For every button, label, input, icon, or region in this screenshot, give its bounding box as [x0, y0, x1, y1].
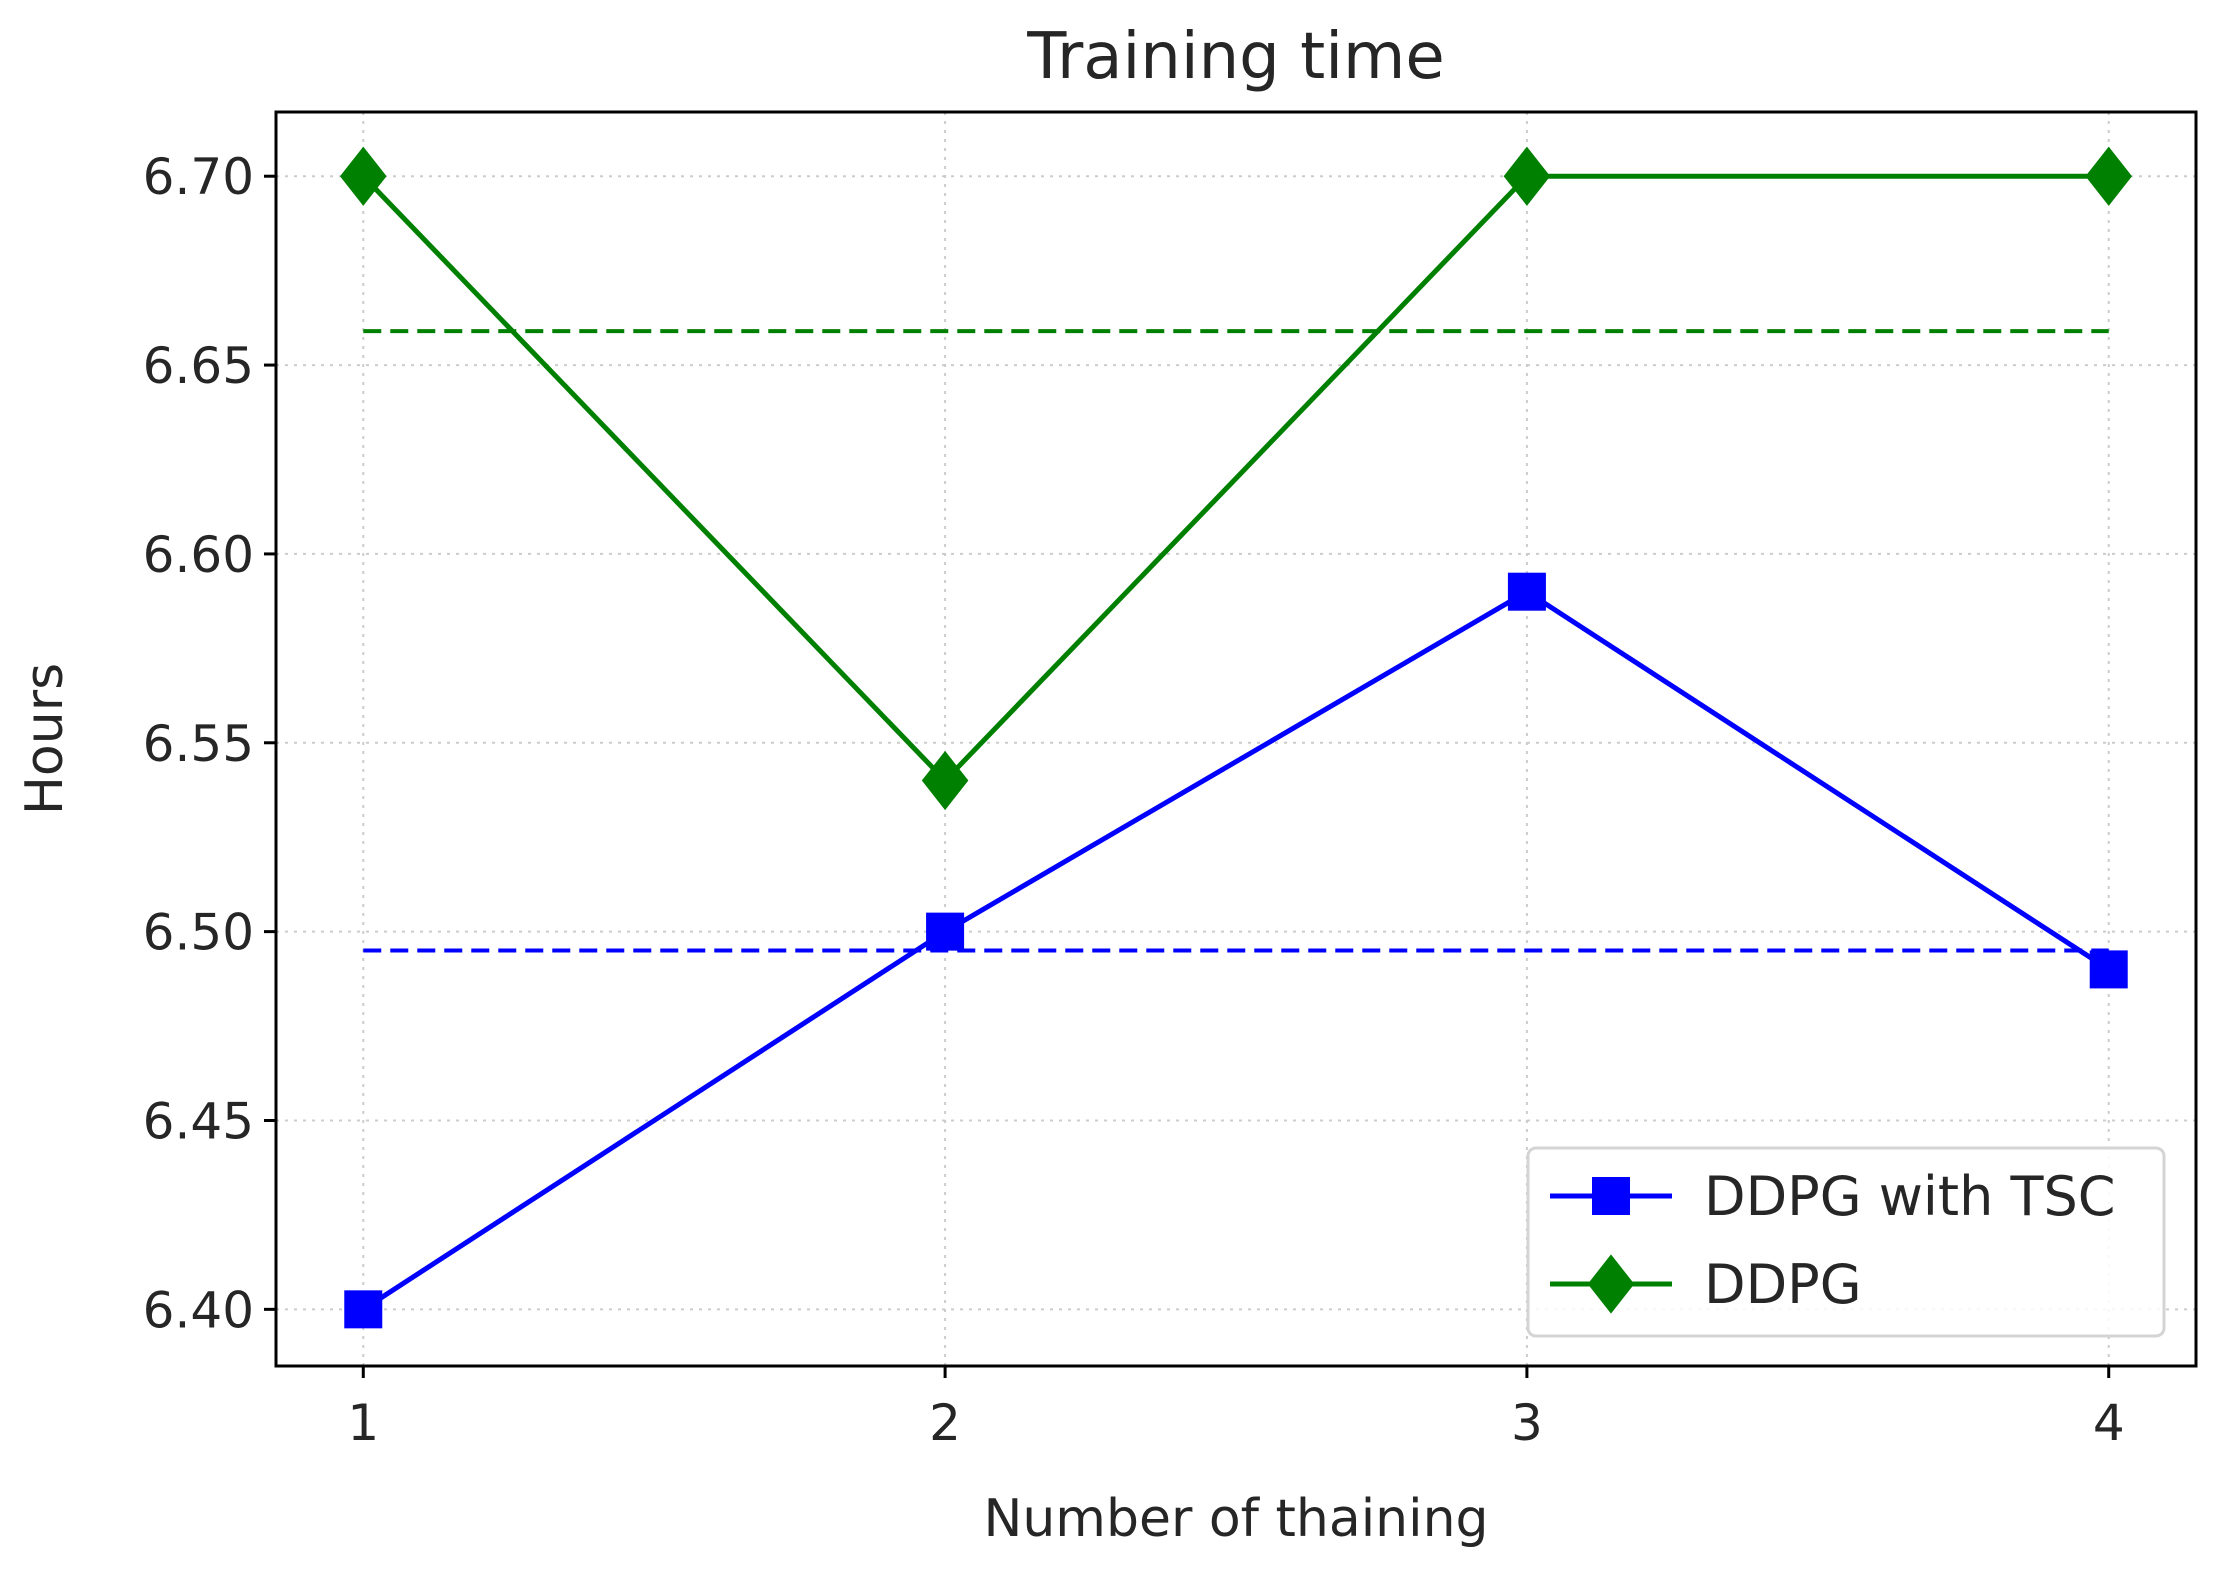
y-tick-label-4: 6.60	[143, 526, 254, 584]
series-line-0	[361, 588, 2111, 1312]
series-1-point-0	[340, 146, 387, 206]
mean-lines	[363, 329, 2109, 953]
legend-box	[1526, 1146, 2166, 1338]
x-tick-label-4: 4	[2093, 1394, 2125, 1452]
x-tick-label-1: 1	[347, 1394, 379, 1452]
y-tick-label-0: 6.40	[143, 1281, 254, 1339]
legend: DDPG with TSC DDPG	[1526, 1146, 2166, 1338]
series-1-point-2	[1503, 146, 1551, 206]
chart-title: Training time	[1026, 20, 1444, 94]
series-lines	[361, 173, 2111, 1312]
legend-marker-0	[1592, 1177, 1630, 1215]
x-tick-label-3: 3	[1511, 1394, 1543, 1452]
series-0-point-3	[2089, 950, 2128, 989]
series-1-point-3	[2085, 146, 2132, 206]
plot-frame	[274, 110, 2198, 1368]
y-axis-label: Hours	[15, 663, 75, 815]
axis-ticks: 1 2 3 4 6.40 6.45 6.50 6.55 6.60 6.65 6.70	[143, 148, 2125, 1452]
legend-marker-1	[1587, 1254, 1635, 1314]
x-axis-label: Number of thaining	[983, 1489, 1488, 1549]
y-tick-label-5: 6.65	[143, 337, 254, 395]
series-0-point-0	[344, 1290, 383, 1329]
y-tick-label-3: 6.55	[143, 715, 254, 773]
x-tick-label-2: 2	[929, 1394, 961, 1452]
y-tick-label-6: 6.70	[143, 148, 254, 206]
legend-label-1: DDPG	[1704, 1253, 1862, 1316]
y-tick-label-1: 6.45	[143, 1092, 254, 1150]
series-markers	[340, 146, 2132, 1329]
y-tick-label-2: 6.50	[143, 904, 254, 962]
series-0-point-2	[1507, 572, 1546, 611]
series-1-point-1	[921, 750, 969, 811]
series-line-1	[361, 173, 2109, 785]
legend-label-0: DDPG with TSC	[1704, 1165, 2115, 1228]
series-0-point-1	[926, 912, 965, 951]
